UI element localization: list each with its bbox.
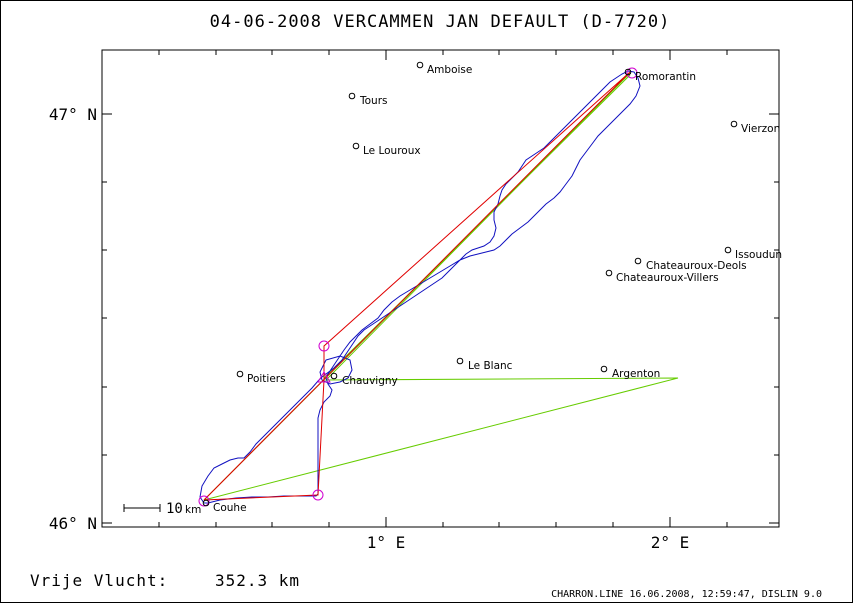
plot-frame [101,49,780,528]
scale-value: 10 [166,501,183,517]
axis-ticks [102,50,779,527]
turnpoints [198,67,638,507]
city-romorantin: Romorantin [624,68,696,83]
city-tours: Tours [348,92,388,107]
scale-unit: km [185,504,201,516]
city-markers: Amboise Tours Le Louroux Vierzon Romoran… [202,61,782,514]
distance-value: 352.3 km [215,571,300,590]
city-chauvigny: Chauvigny [330,372,398,387]
scale-bar: 10 km [123,501,201,517]
city-label-chauvigny: Chauvigny [342,375,398,387]
city-issoudun: Issoudun [724,246,782,261]
city-poitiers: Poitiers [236,370,286,385]
city-label-vierzon: Vierzon [741,123,780,135]
city-amboise: Amboise [416,61,472,76]
city-label-poitiers: Poitiers [247,373,286,385]
lon-label-1: 1° E [367,533,406,552]
city-chateauroux-deols: Chateauroux-Deols [634,257,747,272]
turnpoint-chauvigny [317,371,331,383]
file-info: CHARRON.LINE 16.06.2008, 12:59:47, DISLI… [551,589,822,600]
lat-label-46: 46° N [49,514,97,533]
task-route [203,71,631,501]
city-label-chateauroux-deols: Chateauroux-Deols [646,260,747,272]
map-title: 04-06-2008 VERCAMMEN JAN DEFAULT (D-7720… [210,12,671,32]
lon-label-2: 2° E [651,533,690,552]
city-label-chateauroux-villers: Chateauroux-Villers [616,272,719,284]
city-label-argenton: Argenton [612,368,660,380]
city-argenton: Argenton [600,365,660,380]
city-le-blanc: Le Blanc [456,357,513,372]
city-vierzon: Vierzon [730,120,780,135]
city-couhe: Couhe [202,499,247,514]
city-label-amboise: Amboise [427,64,472,76]
city-label-issoudun: Issoudun [735,249,782,261]
optimized-route [203,72,679,501]
city-label-couhe: Couhe [213,502,247,514]
city-label-romorantin: Romorantin [635,71,696,83]
city-chateauroux-villers: Chateauroux-Villers [605,269,719,284]
turnpoint-north [318,340,330,352]
turnpoint-romorantin [626,67,638,79]
city-le-louroux: Le Louroux [352,142,421,157]
turnpoint-start [198,495,210,507]
city-label-le-louroux: Le Louroux [363,145,421,157]
distance-label: Vrije Vlucht: [30,571,168,590]
turnpoint-south [312,489,324,501]
city-label-le-blanc: Le Blanc [468,360,513,372]
city-label-tours: Tours [359,95,388,107]
gps-track-loop [319,355,353,385]
gps-track [199,70,641,504]
lat-label-47: 47° N [49,105,97,124]
